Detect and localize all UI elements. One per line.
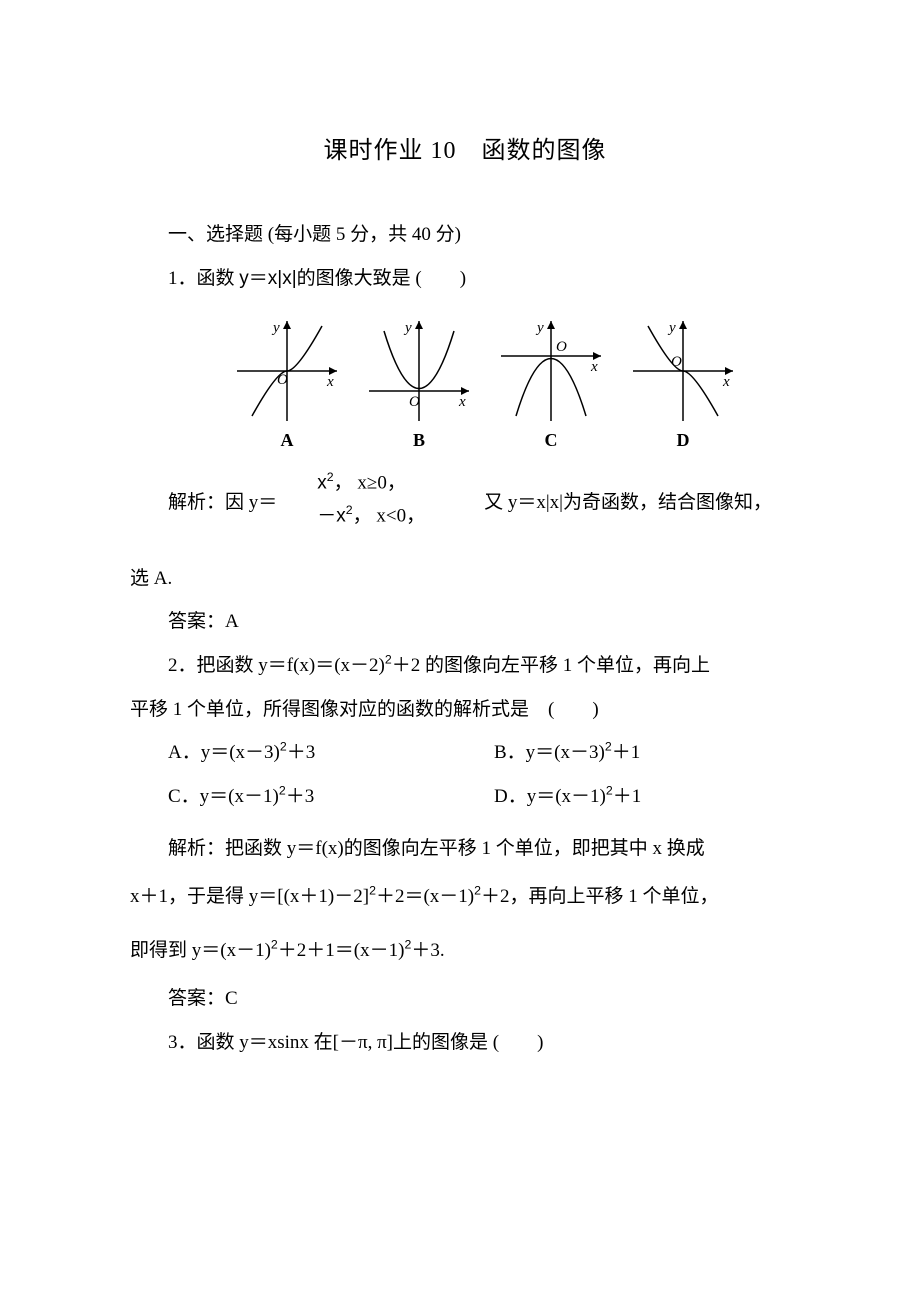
graph-a: O x y A bbox=[227, 316, 347, 451]
optB-post: ＋1 bbox=[612, 742, 641, 763]
q3-stem: 3．函数 y＝xsinx 在[－π, π]上的图像是 ( ) bbox=[130, 1021, 800, 1065]
q2-explain3: 即得到 y＝(x－1)2＋2＋1＝(x－1)2＋3. bbox=[130, 924, 800, 977]
piece-top-a: x bbox=[317, 473, 327, 494]
graph-b-label: B bbox=[413, 430, 425, 451]
q2-e3a: 即得到 y＝(x－1) bbox=[130, 940, 271, 961]
piece-bot: －x2， x<0， bbox=[279, 500, 425, 533]
sq: 2 bbox=[346, 503, 353, 517]
q2-stem1-pre: 2．把函数 y＝f(x)＝(x－2) bbox=[168, 655, 385, 676]
q2-e3c: ＋3. bbox=[411, 940, 444, 961]
svg-text:y: y bbox=[535, 320, 544, 336]
piece-bot-b: ， x<0， bbox=[353, 505, 425, 526]
optD-post: ＋1 bbox=[613, 786, 642, 807]
svg-text:O: O bbox=[277, 372, 288, 388]
optB-pre: B．y＝(x－3) bbox=[494, 742, 605, 763]
graph-c-label: C bbox=[545, 430, 558, 451]
q1-explain-pre: 解析：因 y＝ bbox=[130, 487, 277, 514]
q1-stem-post: 的图像大致是 ( ) bbox=[297, 268, 466, 289]
graph-c: O x y C bbox=[491, 316, 611, 451]
sq: 2 bbox=[385, 653, 392, 667]
graph-a-svg: O x y bbox=[227, 316, 347, 426]
q1-graphs: O x y A O x y B bbox=[170, 316, 800, 451]
q2-optC: C．y＝(x－1)2＋3 bbox=[168, 775, 474, 819]
page: 课时作业 10 函数的图像 一、选择题 (每小题 5 分，共 40 分) 1．函… bbox=[0, 0, 920, 1303]
graph-d-svg: O x y bbox=[623, 316, 743, 426]
optA-pre: A．y＝(x－3) bbox=[168, 742, 280, 763]
piece-bot-a: －x bbox=[317, 505, 346, 526]
q2-explain2: x＋1，于是得 y＝[(x＋1)－2]2＋2＝(x－1)2＋2，再向上平移 1 … bbox=[130, 870, 800, 923]
optC-post: ＋3 bbox=[286, 786, 315, 807]
graph-d: O x y D bbox=[623, 316, 743, 451]
graph-b: O x y B bbox=[359, 316, 479, 451]
piecewise-content: x2， x≥0， －x2， x<0， bbox=[279, 467, 425, 532]
svg-text:y: y bbox=[667, 320, 676, 336]
q2-e3b: ＋2＋1＝(x－1) bbox=[278, 940, 405, 961]
piece-top: x2， x≥0， bbox=[279, 467, 425, 500]
sq: 2 bbox=[280, 740, 287, 754]
q2-optD: D．y＝(x－1)2＋1 bbox=[494, 775, 800, 819]
q1-stem-pre: 1．函数 bbox=[168, 268, 239, 289]
optC-pre: C．y＝(x－1) bbox=[168, 786, 279, 807]
svg-text:O: O bbox=[556, 339, 567, 355]
optA-post: ＋3 bbox=[287, 742, 316, 763]
q2-optB: B．y＝(x－3)2＋1 bbox=[494, 731, 800, 775]
q1-stem: 1．函数 y＝x|x|的图像大致是 ( ) bbox=[130, 257, 800, 301]
q2-stem1-post: ＋2 的图像向左平移 1 个单位，再向上 bbox=[392, 655, 710, 676]
svg-text:x: x bbox=[326, 374, 334, 390]
q1-explain-piecewise: 解析：因 y＝ x2， x≥0， －x2， x<0， 又 y＝x|x|为奇函数，… bbox=[130, 467, 800, 532]
svg-text:x: x bbox=[590, 359, 598, 375]
q1-explain-end: 选 A. bbox=[130, 557, 800, 601]
piece-top-b: ， x≥0， bbox=[334, 473, 406, 494]
q2-e2b: ＋2＝(x－1) bbox=[376, 886, 474, 907]
q2-e2a: x＋1，于是得 y＝[(x＋1)－2] bbox=[130, 886, 369, 907]
page-title: 课时作业 10 函数的图像 bbox=[130, 130, 800, 165]
sq: 2 bbox=[606, 784, 613, 798]
sq: 2 bbox=[271, 937, 278, 951]
svg-text:y: y bbox=[271, 320, 280, 336]
svg-text:y: y bbox=[403, 320, 412, 336]
sq: 2 bbox=[327, 470, 334, 484]
svg-text:x: x bbox=[458, 394, 466, 410]
q1-explain-mid: 又 y＝x|x|为奇函数，结合图像知， bbox=[427, 487, 772, 514]
q2-explain1: 解析：把函数 y＝f(x)的图像向左平移 1 个单位，即把其中 x 换成 bbox=[130, 827, 800, 871]
svg-text:x: x bbox=[722, 374, 730, 390]
graph-c-svg: O x y bbox=[491, 316, 611, 426]
sq: 2 bbox=[605, 740, 612, 754]
q2-options: A．y＝(x－3)2＋3 B．y＝(x－3)2＋1 C．y＝(x－1)2＋3 D… bbox=[168, 731, 800, 818]
q2-e2c: ＋2，再向上平移 1 个单位， bbox=[481, 886, 719, 907]
sq: 2 bbox=[369, 884, 376, 898]
q2-stem2: 平移 1 个单位，所得图像对应的函数的解析式是 ( ) bbox=[130, 688, 800, 732]
piecewise-block: x2， x≥0， －x2， x<0， bbox=[279, 467, 425, 532]
sq: 2 bbox=[279, 784, 286, 798]
sq: 2 bbox=[474, 884, 481, 898]
graph-d-label: D bbox=[677, 430, 690, 451]
q1-expr: y＝x|x| bbox=[239, 268, 296, 289]
svg-text:O: O bbox=[409, 394, 420, 410]
graph-a-label: A bbox=[281, 430, 294, 451]
section-heading: 一、选择题 (每小题 5 分，共 40 分) bbox=[130, 213, 800, 257]
optD-pre: D．y＝(x－1) bbox=[494, 786, 606, 807]
q2-stem1: 2．把函数 y＝f(x)＝(x－2)2＋2 的图像向左平移 1 个单位，再向上 bbox=[130, 644, 800, 688]
q1-answer: 答案：A bbox=[130, 600, 800, 644]
q2-optA: A．y＝(x－3)2＋3 bbox=[168, 731, 474, 775]
graph-b-svg: O x y bbox=[359, 316, 479, 426]
q2-answer: 答案：C bbox=[130, 977, 800, 1021]
